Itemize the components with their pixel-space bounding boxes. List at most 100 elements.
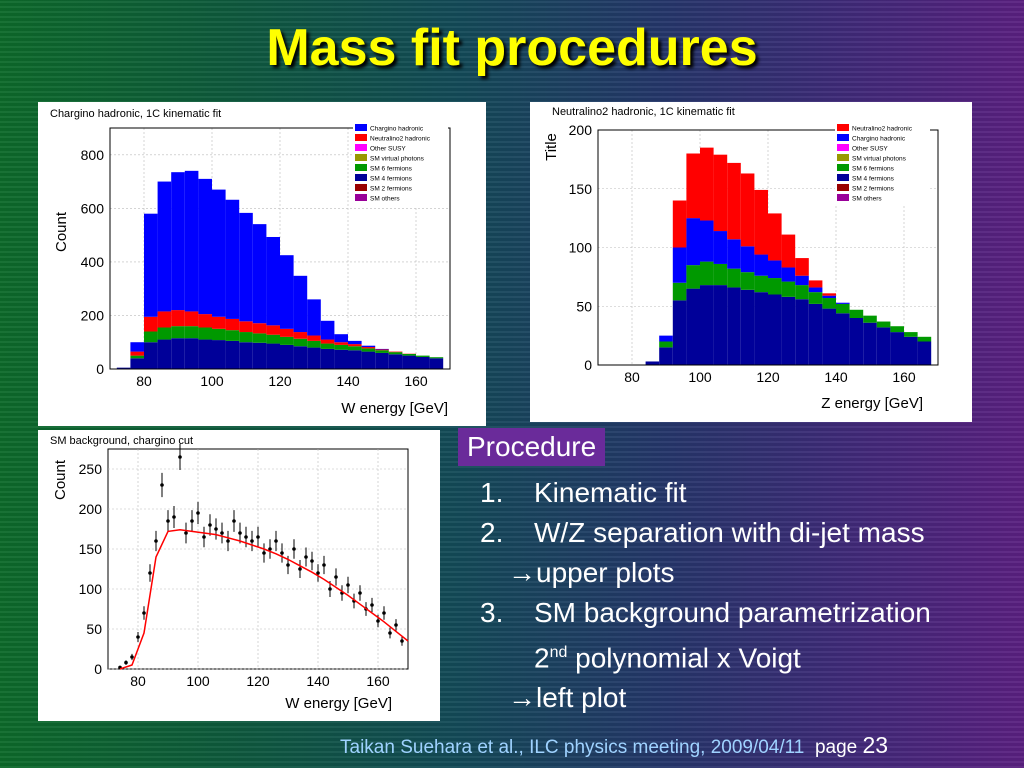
data-point — [172, 515, 176, 519]
y-axis-label: Title — [543, 133, 560, 161]
histogram-bar — [157, 311, 172, 328]
histogram-bar — [917, 336, 932, 342]
left-plot-note: →left plot — [508, 682, 627, 714]
legend-swatch — [837, 134, 849, 141]
histogram-bar — [225, 199, 240, 319]
legend-swatch — [837, 154, 849, 161]
histogram-bar — [645, 361, 660, 365]
histogram-bar — [416, 356, 430, 369]
histogram-bar — [890, 326, 904, 333]
histogram-bar — [686, 265, 700, 289]
fit-curve — [119, 529, 409, 670]
legend-box — [835, 120, 930, 206]
data-point — [238, 531, 242, 535]
histogram-bar — [293, 275, 308, 333]
data-point — [190, 519, 194, 523]
data-point — [196, 511, 200, 515]
histogram-bar — [348, 346, 362, 351]
histogram-bar — [266, 236, 280, 326]
histogram-bar — [740, 272, 755, 290]
upper-plots-note: →upper plots — [508, 557, 675, 588]
histogram-bar — [659, 341, 673, 348]
histogram-bar — [157, 327, 172, 340]
histogram-bar — [904, 336, 918, 365]
histogram-bar — [307, 335, 321, 341]
histogram-bar — [672, 200, 687, 248]
x-tick-label: 120 — [756, 369, 780, 385]
x-tick-label: 80 — [624, 369, 640, 385]
legend-entry: SM 2 fermions — [370, 186, 413, 193]
y-tick-label: 400 — [81, 254, 105, 270]
data-point — [394, 623, 398, 627]
legend-entry: Neutralino2 hadronic — [852, 126, 913, 133]
y-tick-label: 150 — [569, 181, 593, 197]
step-text: SM background parametrization — [534, 597, 931, 628]
data-point — [322, 563, 326, 567]
histogram-bar — [713, 231, 728, 264]
histogram-bar — [361, 347, 376, 349]
data-point — [304, 555, 308, 559]
histogram-bar — [402, 354, 416, 356]
data-point — [160, 483, 164, 487]
plot-frame-top — [597, 129, 939, 366]
histogram-bar — [171, 172, 185, 311]
data-point — [154, 539, 158, 543]
data-point — [226, 539, 230, 543]
histogram-bar — [727, 162, 741, 240]
histogram-bar — [348, 350, 362, 369]
data-point — [124, 660, 128, 665]
histogram-bar — [184, 311, 199, 327]
chart-title: SM background, chargino cut — [50, 435, 193, 447]
histogram-bar — [225, 330, 240, 341]
x-tick-label: 160 — [892, 369, 916, 385]
histogram-bar — [320, 343, 335, 349]
histogram-bar — [144, 342, 158, 369]
histogram-bar — [836, 302, 850, 304]
histogram-bar — [836, 313, 850, 365]
data-point — [268, 547, 272, 551]
x-tick-label: 140 — [824, 369, 848, 385]
histogram-bar — [904, 332, 918, 337]
y-tick-label: 0 — [94, 661, 102, 677]
histogram-bar — [334, 342, 348, 345]
histogram-bar — [808, 280, 823, 288]
histogram-bar — [157, 181, 172, 312]
histogram-bar — [320, 320, 335, 340]
histogram-bar — [171, 326, 185, 339]
x-axis-label: W energy [GeV] — [285, 695, 392, 712]
histogram-bar — [822, 295, 836, 299]
histogram-bar — [225, 318, 240, 331]
y-tick-label: 100 — [79, 581, 103, 597]
legend-entry: SM others — [370, 196, 400, 203]
histogram-bar — [375, 352, 389, 369]
histogram-bar — [293, 338, 308, 347]
x-tick-label: 80 — [136, 373, 152, 389]
legend-swatch — [837, 184, 849, 191]
data-point — [244, 535, 248, 539]
data-point — [328, 587, 332, 591]
histogram-bar — [198, 178, 212, 315]
data-point — [202, 535, 206, 539]
data-point — [382, 611, 386, 615]
x-tick-label: 120 — [246, 673, 270, 689]
histogram-bar — [239, 321, 253, 333]
legend-swatch — [837, 144, 849, 151]
x-tick-label: 160 — [366, 673, 390, 689]
data-point — [310, 559, 314, 563]
y-tick-label: 600 — [81, 200, 105, 216]
data-point — [256, 535, 260, 539]
legend-entry: SM others — [852, 196, 882, 203]
histogram-bar — [198, 314, 212, 328]
legend-entry: SM 4 fermions — [852, 176, 895, 183]
step-text: Kinematic fit — [534, 477, 687, 508]
x-tick-label: 80 — [130, 673, 146, 689]
data-point — [292, 547, 296, 551]
histogram-bar — [334, 334, 348, 343]
histogram-bar — [781, 234, 796, 268]
histogram-bar — [184, 338, 199, 369]
histogram-bar — [144, 316, 158, 332]
legend-swatch — [355, 144, 367, 151]
histogram-bar — [795, 285, 809, 300]
x-tick-label: 100 — [688, 369, 712, 385]
histogram-bar — [836, 303, 850, 314]
